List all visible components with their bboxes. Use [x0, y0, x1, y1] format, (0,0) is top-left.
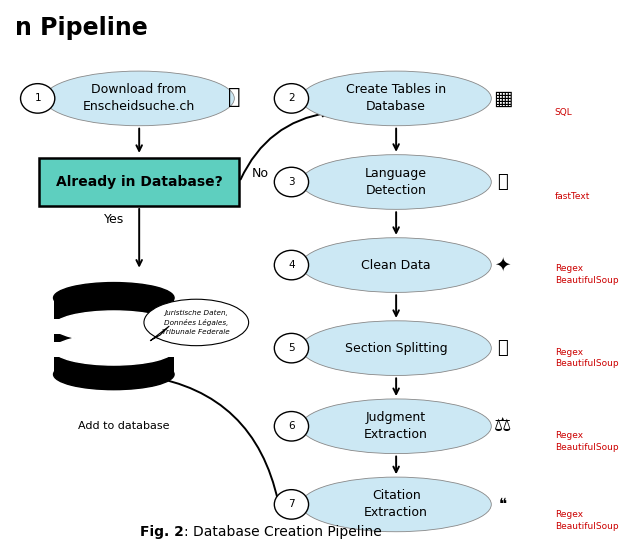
Text: Judgment
Extraction: Judgment Extraction — [364, 411, 428, 441]
FancyBboxPatch shape — [39, 158, 239, 206]
Text: BeautifulSoup: BeautifulSoup — [555, 276, 618, 285]
Ellipse shape — [301, 321, 492, 375]
Text: Already in Database?: Already in Database? — [56, 175, 223, 189]
Bar — [54, 342, 174, 358]
Text: ▦: ▦ — [493, 88, 513, 108]
Text: Regex: Regex — [555, 348, 583, 357]
Text: 5: 5 — [288, 343, 295, 353]
Text: BeautifulSoup: BeautifulSoup — [555, 359, 618, 369]
Ellipse shape — [144, 299, 248, 346]
Circle shape — [275, 412, 308, 441]
Ellipse shape — [301, 238, 492, 293]
Bar — [54, 298, 174, 374]
Text: Citation
Extraction: Citation Extraction — [364, 490, 428, 519]
Ellipse shape — [44, 71, 234, 126]
Ellipse shape — [54, 335, 174, 365]
Text: Add to database: Add to database — [77, 421, 169, 431]
Text: 🪓: 🪓 — [497, 339, 508, 357]
Ellipse shape — [54, 283, 174, 313]
Text: Create Tables in
Database: Create Tables in Database — [346, 83, 446, 113]
Text: fastText: fastText — [555, 192, 590, 201]
Text: 🌐: 🌐 — [497, 173, 508, 191]
Text: Regex: Regex — [555, 431, 583, 440]
Text: Language
Detection: Language Detection — [365, 167, 427, 197]
Text: Juristische Daten,
Données Légales,
Tribunale Federale: Juristische Daten, Données Légales, Trib… — [163, 310, 230, 335]
Text: SQL: SQL — [555, 108, 573, 116]
Circle shape — [275, 490, 308, 519]
Text: ⚖: ⚖ — [494, 417, 511, 436]
Text: No: No — [252, 167, 269, 180]
Text: Clean Data: Clean Data — [362, 258, 431, 272]
Ellipse shape — [301, 155, 492, 209]
Text: 🗋: 🗋 — [228, 87, 241, 107]
Text: 4: 4 — [288, 260, 295, 270]
Bar — [54, 319, 174, 334]
Text: Section Splitting: Section Splitting — [345, 342, 447, 354]
Text: ❝: ❝ — [499, 497, 507, 512]
Text: BeautifulSoup: BeautifulSoup — [555, 443, 618, 452]
Circle shape — [275, 167, 308, 197]
Ellipse shape — [54, 311, 174, 342]
Text: Download from
Enscheidsuche.ch: Download from Enscheidsuche.ch — [83, 83, 195, 113]
Text: ✦: ✦ — [495, 256, 511, 274]
Text: : Database Creation Pipeline: : Database Creation Pipeline — [184, 526, 381, 539]
Text: Yes: Yes — [104, 213, 124, 226]
Ellipse shape — [301, 71, 492, 126]
Text: Regex: Regex — [555, 264, 583, 273]
Circle shape — [275, 84, 308, 113]
Ellipse shape — [301, 477, 492, 532]
Text: 7: 7 — [288, 500, 295, 509]
Text: 1: 1 — [35, 93, 41, 103]
Polygon shape — [150, 326, 169, 341]
Text: BeautifulSoup: BeautifulSoup — [555, 522, 618, 531]
Text: Fig. 2: Fig. 2 — [140, 526, 184, 539]
Text: 6: 6 — [288, 421, 295, 431]
Text: 2: 2 — [288, 93, 295, 103]
Circle shape — [275, 333, 308, 363]
Ellipse shape — [54, 359, 174, 390]
Ellipse shape — [301, 399, 492, 454]
Circle shape — [275, 250, 308, 280]
Circle shape — [20, 84, 55, 113]
Text: Regex: Regex — [555, 510, 583, 519]
Text: n Pipeline: n Pipeline — [15, 17, 148, 40]
Text: 3: 3 — [288, 177, 295, 187]
